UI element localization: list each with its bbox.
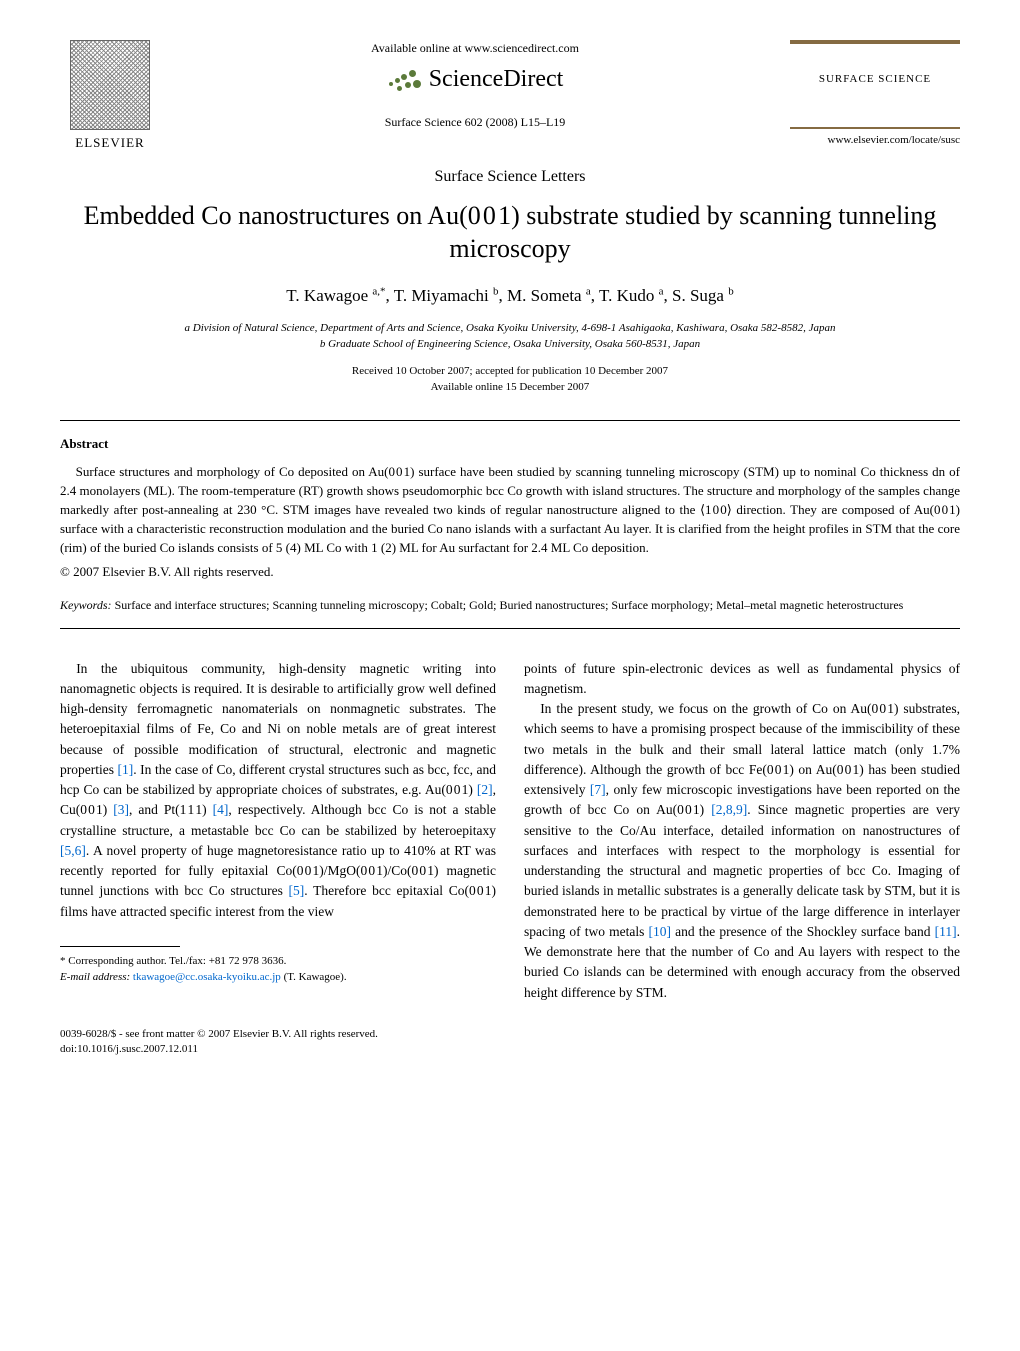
affiliation-b: b Graduate School of Engineering Science… — [60, 336, 960, 353]
elsevier-logo: ELSEVIER — [60, 40, 160, 152]
sciencedirect-dots-icon — [387, 68, 423, 92]
column-left: In the ubiquitous community, high-densit… — [60, 659, 496, 1003]
email-link[interactable]: tkawagoe@cc.osaka-kyoiku.ac.jp — [133, 971, 281, 983]
body-paragraph: points of future spin-electronic devices… — [524, 659, 960, 700]
dates: Received 10 October 2007; accepted for p… — [60, 363, 960, 396]
footnote: * Corresponding author. Tel./fax: +81 72… — [60, 953, 496, 986]
divider — [60, 628, 960, 629]
elsevier-label: ELSEVIER — [60, 134, 160, 152]
ref-link[interactable]: [2,8,9] — [711, 802, 747, 817]
front-matter-line: 0039-6028/$ - see front matter © 2007 El… — [60, 1027, 960, 1042]
ref-link[interactable]: [11] — [935, 924, 957, 939]
body-paragraph: In the ubiquitous community, high-densit… — [60, 659, 496, 922]
affiliation-a: a Division of Natural Science, Departmen… — [60, 320, 960, 337]
ref-link[interactable]: [4] — [213, 802, 229, 817]
abstract-text: Surface structures and morphology of Co … — [60, 463, 960, 557]
sciencedirect-text: ScienceDirect — [429, 63, 564, 97]
affiliations: a Division of Natural Science, Departmen… — [60, 320, 960, 353]
body-columns: In the ubiquitous community, high-densit… — [60, 659, 960, 1003]
divider — [60, 420, 960, 421]
ref-link[interactable]: [2] — [477, 782, 493, 797]
abstract-label: Abstract — [60, 435, 960, 453]
keywords: Keywords: Surface and interface structur… — [60, 596, 960, 614]
letters-label: Surface Science Letters — [60, 166, 960, 188]
corresponding-author: * Corresponding author. Tel./fax: +81 72… — [60, 953, 496, 970]
journal-box-title: SURFACE SCIENCE — [790, 72, 960, 87]
available-online-text: Available online at www.sciencedirect.co… — [180, 40, 770, 57]
header-row: ELSEVIER Available online at www.science… — [60, 40, 960, 152]
journal-box: SURFACE SCIENCE www.elsevier.com/locate/… — [790, 40, 960, 149]
center-header: Available online at www.sciencedirect.co… — [160, 40, 790, 131]
email-suffix: (T. Kawagoe). — [281, 971, 347, 983]
received-date: Received 10 October 2007; accepted for p… — [60, 363, 960, 380]
ref-link[interactable]: [10] — [649, 924, 672, 939]
keywords-label: Keywords: — [60, 598, 112, 612]
column-right: points of future spin-electronic devices… — [524, 659, 960, 1003]
bottom-matter: 0039-6028/$ - see front matter © 2007 El… — [60, 1027, 960, 1058]
authors: T. Kawagoe a,*, T. Miyamachi b, M. Somet… — [60, 284, 960, 308]
ref-link[interactable]: [7] — [590, 782, 606, 797]
footnote-separator — [60, 946, 180, 947]
article-title: Embedded Co nanostructures on Au(0 0 1) … — [60, 199, 960, 267]
ref-link[interactable]: [5] — [289, 883, 305, 898]
ref-link[interactable]: [5,6] — [60, 843, 86, 858]
email-line: E-mail address: tkawagoe@cc.osaka-kyoiku… — [60, 969, 496, 986]
ref-link[interactable]: [1] — [118, 762, 134, 777]
email-label: E-mail address: — [60, 971, 133, 983]
doi-line: doi:10.1016/j.susc.2007.12.011 — [60, 1042, 960, 1057]
copyright: © 2007 Elsevier B.V. All rights reserved… — [60, 563, 960, 581]
journal-reference: Surface Science 602 (2008) L15–L19 — [180, 114, 770, 131]
body-paragraph: In the present study, we focus on the gr… — [524, 699, 960, 1003]
online-date: Available online 15 December 2007 — [60, 379, 960, 396]
ref-link[interactable]: [3] — [113, 802, 129, 817]
keywords-text: Surface and interface structures; Scanni… — [112, 598, 904, 612]
sciencedirect-logo: ScienceDirect — [387, 63, 564, 97]
elsevier-tree-icon — [70, 40, 150, 130]
journal-box-url: www.elsevier.com/locate/susc — [790, 127, 960, 148]
